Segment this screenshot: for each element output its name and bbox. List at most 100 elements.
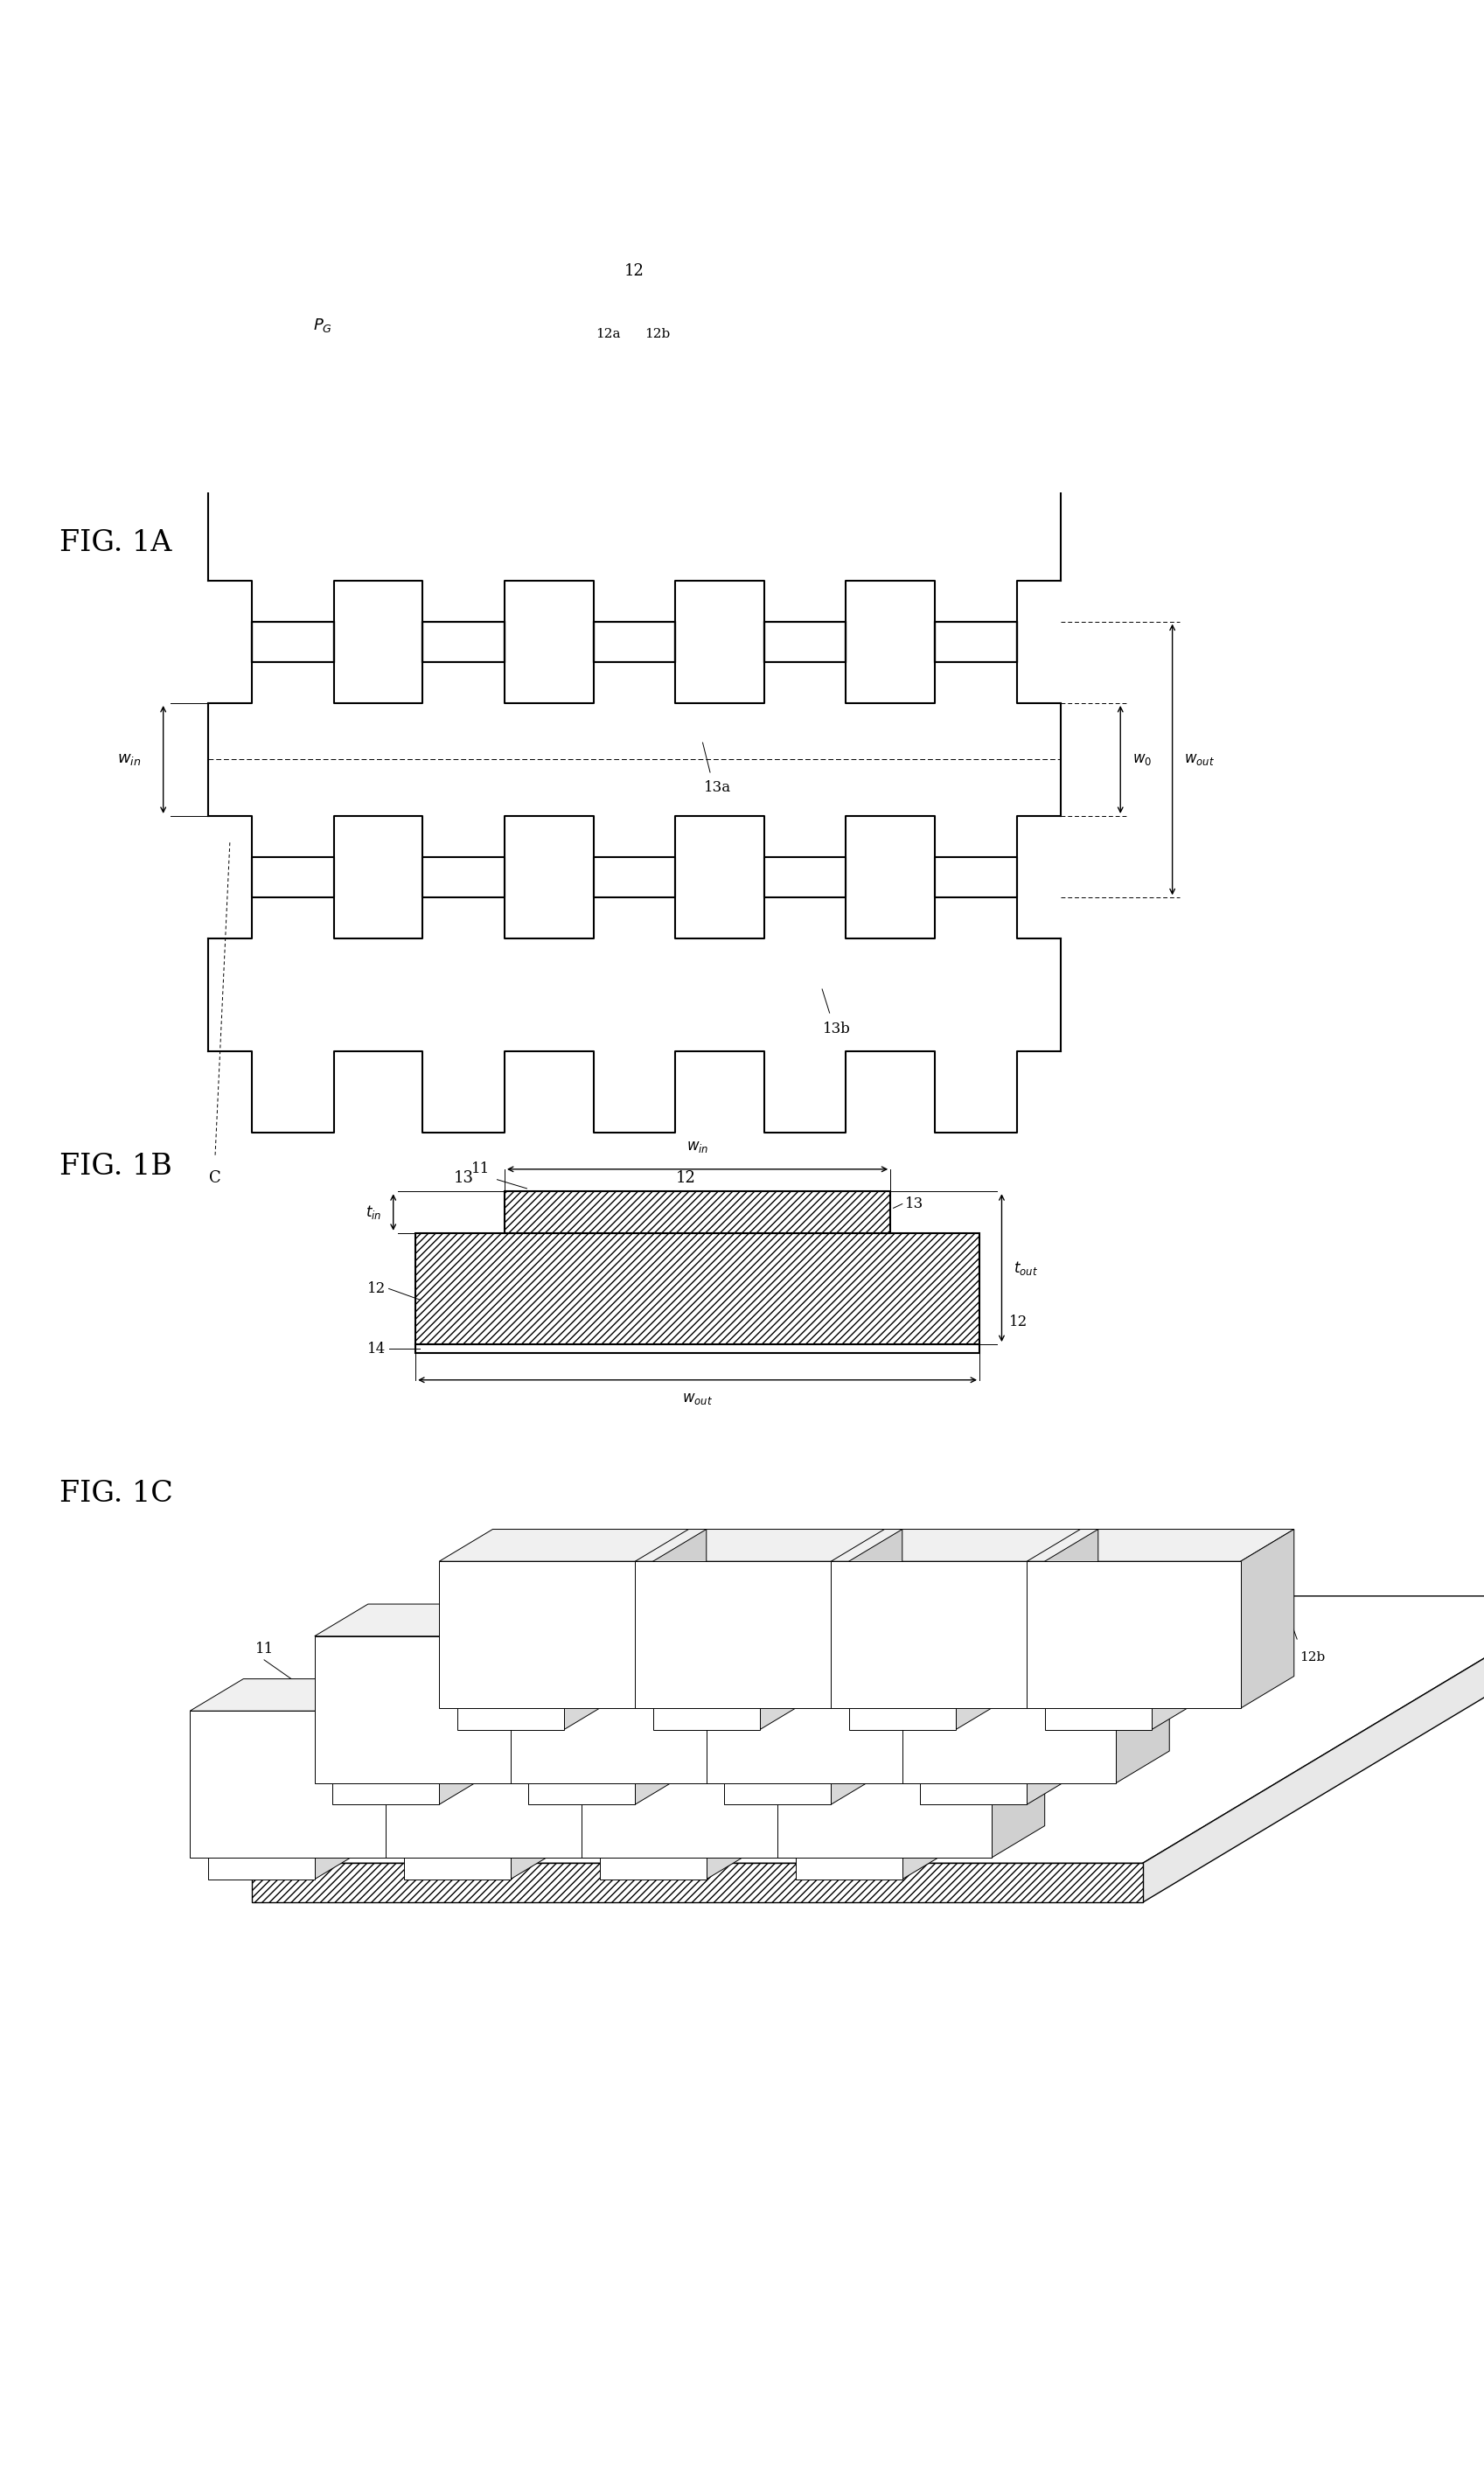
Text: C: C	[209, 1170, 221, 1185]
Polygon shape	[920, 1632, 1152, 1706]
Text: 12a: 12a	[595, 328, 620, 341]
Polygon shape	[315, 1637, 528, 1783]
Polygon shape	[1152, 1558, 1276, 1731]
Text: 11: 11	[470, 1163, 490, 1178]
Polygon shape	[208, 1780, 315, 1879]
Polygon shape	[1027, 1560, 1241, 1709]
Polygon shape	[724, 1632, 956, 1706]
Polygon shape	[528, 1605, 582, 1783]
Polygon shape	[778, 1679, 1045, 1711]
Polygon shape	[404, 1780, 510, 1879]
Bar	[416, 1343, 979, 1353]
Text: $w_{out}$: $w_{out}$	[683, 1393, 712, 1407]
Text: 12: 12	[953, 1679, 971, 1694]
Polygon shape	[252, 1595, 1484, 1864]
Text: 12a: 12a	[1198, 1612, 1223, 1625]
Text: 11: 11	[255, 1642, 273, 1657]
Polygon shape	[831, 1560, 1045, 1709]
Bar	[416, 1232, 979, 1343]
Polygon shape	[1241, 1528, 1294, 1709]
Polygon shape	[439, 1528, 706, 1560]
Text: 12b: 12b	[1300, 1652, 1325, 1664]
Polygon shape	[439, 1560, 653, 1709]
Polygon shape	[600, 1706, 831, 1780]
Text: $t_{in}$: $t_{in}$	[365, 1202, 381, 1222]
Text: 13a: 13a	[703, 780, 732, 795]
Bar	[935, 622, 1017, 662]
Polygon shape	[991, 1679, 1045, 1857]
Polygon shape	[724, 1605, 778, 1783]
Polygon shape	[510, 1706, 635, 1879]
Polygon shape	[600, 1780, 706, 1879]
Polygon shape	[706, 1706, 831, 1879]
Polygon shape	[760, 1558, 884, 1731]
Polygon shape	[1143, 1595, 1484, 1904]
Polygon shape	[653, 1632, 760, 1731]
Polygon shape	[778, 1711, 991, 1857]
Text: 13b: 13b	[824, 1022, 850, 1037]
Text: $w_{in}$: $w_{in}$	[687, 1141, 708, 1155]
Polygon shape	[902, 1706, 1027, 1879]
Polygon shape	[849, 1558, 1080, 1632]
Polygon shape	[795, 1679, 849, 1857]
Polygon shape	[386, 1711, 600, 1857]
Polygon shape	[582, 1711, 795, 1857]
Polygon shape	[582, 1679, 849, 1711]
Polygon shape	[706, 1637, 920, 1783]
Polygon shape	[457, 1558, 689, 1632]
Polygon shape	[528, 1706, 635, 1805]
Text: $t_{out}$: $t_{out}$	[1014, 1259, 1037, 1276]
Text: 13: 13	[1208, 1627, 1227, 1642]
Text: 12: 12	[675, 1170, 696, 1185]
Polygon shape	[849, 1632, 956, 1731]
Polygon shape	[902, 1637, 1116, 1783]
Polygon shape	[920, 1706, 1027, 1805]
Text: 12b: 12b	[644, 328, 671, 341]
Polygon shape	[1045, 1558, 1276, 1632]
Polygon shape	[510, 1605, 778, 1637]
Text: 13: 13	[905, 1197, 925, 1212]
Polygon shape	[724, 1706, 831, 1805]
Bar	[423, 622, 505, 662]
Polygon shape	[564, 1558, 689, 1731]
Text: 13b: 13b	[821, 1617, 847, 1632]
Polygon shape	[1045, 1528, 1098, 1709]
Polygon shape	[386, 1679, 653, 1711]
Bar	[252, 622, 334, 662]
Polygon shape	[332, 1632, 564, 1706]
Polygon shape	[208, 1706, 439, 1780]
Text: $w_{in}$: $w_{in}$	[117, 751, 141, 768]
Polygon shape	[635, 1560, 849, 1709]
Bar	[505, 1193, 890, 1232]
Text: $w_{out}$: $w_{out}$	[1184, 753, 1215, 768]
Polygon shape	[653, 1528, 706, 1709]
Text: FIG. 1B: FIG. 1B	[59, 1153, 172, 1180]
Polygon shape	[600, 1679, 653, 1857]
Text: 12: 12	[1009, 1314, 1028, 1328]
Text: 13a: 13a	[588, 1617, 614, 1632]
Text: 12: 12	[367, 1281, 386, 1296]
Polygon shape	[457, 1632, 564, 1731]
Polygon shape	[190, 1711, 404, 1857]
Polygon shape	[315, 1605, 582, 1637]
Polygon shape	[332, 1706, 439, 1805]
Polygon shape	[510, 1637, 724, 1783]
Text: FIG. 1C: FIG. 1C	[59, 1479, 172, 1509]
Polygon shape	[252, 1864, 1143, 1904]
Polygon shape	[404, 1679, 457, 1857]
Polygon shape	[635, 1632, 760, 1805]
Bar	[764, 622, 846, 662]
Polygon shape	[956, 1558, 1080, 1731]
Polygon shape	[706, 1605, 974, 1637]
Polygon shape	[831, 1632, 956, 1805]
Polygon shape	[439, 1632, 564, 1805]
Polygon shape	[315, 1706, 439, 1879]
Polygon shape	[795, 1780, 902, 1879]
Text: $w_0$: $w_0$	[1132, 753, 1152, 768]
Polygon shape	[849, 1528, 902, 1709]
Polygon shape	[1045, 1632, 1152, 1731]
Polygon shape	[920, 1605, 974, 1783]
Polygon shape	[190, 1679, 457, 1711]
Text: FIG. 1A: FIG. 1A	[59, 528, 172, 558]
Polygon shape	[902, 1605, 1169, 1637]
